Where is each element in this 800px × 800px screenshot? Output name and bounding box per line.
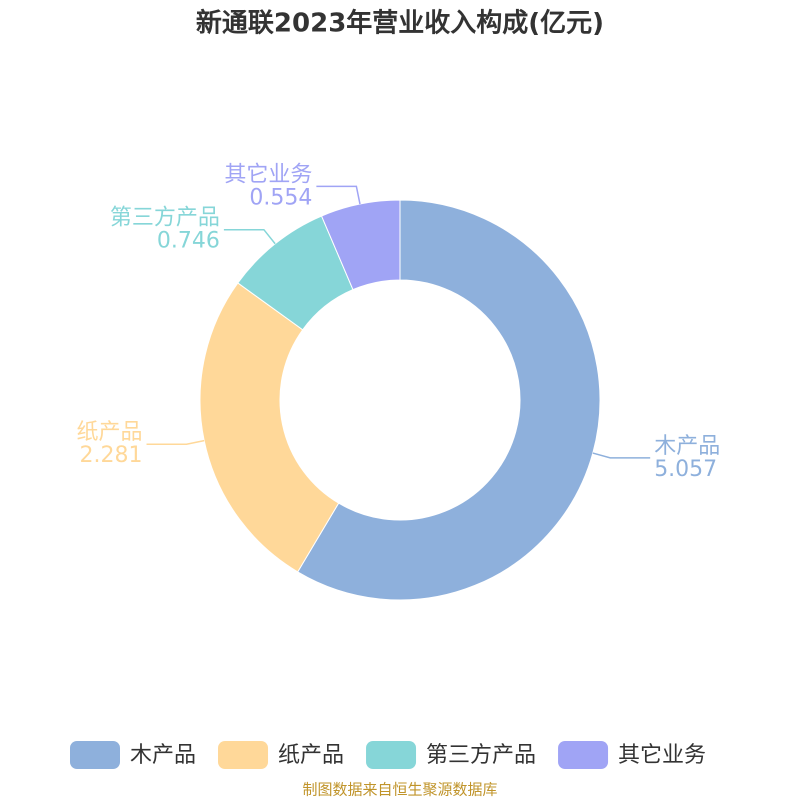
value-label: 0.554 [249, 185, 312, 210]
legend-label: 木产品 [130, 743, 196, 768]
legend-label: 第三方产品 [426, 743, 536, 768]
value-label: 5.057 [654, 457, 717, 482]
slice-label: 纸产品 [77, 420, 143, 445]
legend-swatch [558, 741, 609, 769]
donut-slice [320, 199, 401, 291]
slice-label: 其它业务 [224, 162, 312, 187]
legend-swatch [366, 741, 417, 769]
leader-line [146, 439, 205, 445]
value-label: 0.746 [157, 229, 220, 254]
chart-title: 新通联2023年营业收入构成(亿元) [196, 8, 604, 39]
source-note: 制图数据来自恒生聚源数据库 [302, 781, 497, 799]
slice-label: 第三方产品 [110, 206, 220, 231]
legend-swatch [70, 741, 120, 769]
value-label: 2.281 [80, 443, 143, 468]
leader-line [316, 185, 361, 205]
slice-label: 木产品 [654, 434, 720, 459]
leader-line [223, 228, 276, 245]
donut-slice [199, 282, 340, 573]
donut-slice [297, 199, 601, 601]
legend-label: 纸产品 [278, 743, 344, 768]
legend-label: 其它业务 [618, 743, 706, 768]
legend-swatch [218, 741, 269, 769]
leader-line [592, 452, 651, 459]
